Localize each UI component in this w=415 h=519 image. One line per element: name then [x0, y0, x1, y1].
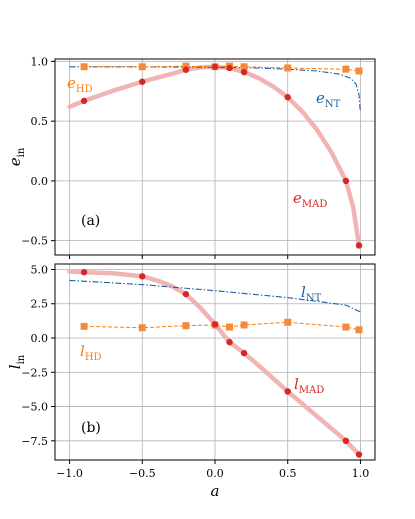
- y-axis-label: ein: [6, 147, 27, 166]
- mad-point: [139, 273, 146, 280]
- y-tick-label: 1.0: [31, 55, 49, 68]
- y-tick-label: −5.0: [21, 401, 48, 414]
- mad-point: [342, 177, 350, 185]
- hd-point: [80, 322, 88, 330]
- y-axis-label: lin: [6, 354, 27, 369]
- mad-point: [139, 78, 146, 85]
- hd-point: [284, 318, 292, 326]
- hd-point: [240, 63, 248, 71]
- mad-point: [182, 66, 190, 73]
- panel-label: (b): [81, 420, 101, 436]
- x-tick-label: −1.0: [56, 467, 83, 480]
- hd-point: [240, 321, 248, 329]
- mad-point: [211, 63, 219, 70]
- nt-label: eNT: [316, 89, 341, 110]
- panel-b: −7.5 −5.0 −2.5 0.0 2.5 5.0 −1.0 −0.5 0.0 0.5 1.0 li…: [6, 263, 376, 500]
- nt-curve: [69, 279, 361, 313]
- hd-point: [342, 65, 350, 73]
- x-tick-label: 0.0: [206, 467, 224, 480]
- nt-curve: [69, 66, 361, 111]
- mad-point: [211, 321, 219, 328]
- y-tick-label: 5.0: [31, 263, 49, 276]
- mad-point: [182, 290, 190, 298]
- hd-point: [182, 322, 190, 330]
- mad-point: [240, 349, 248, 357]
- mad-point: [226, 338, 233, 346]
- nt-label: lNT: [301, 283, 322, 304]
- mad-point: [80, 269, 88, 276]
- hd-point: [342, 323, 350, 331]
- mad-label: lMAD: [294, 375, 324, 396]
- y-tick-label: −7.5: [21, 435, 48, 448]
- hd-point: [80, 63, 88, 71]
- mad-point: [355, 451, 363, 458]
- panel-a: −0.5 0.0 0.5 1.0 ein (a) eHD eNT eMAD: [6, 55, 376, 259]
- hd-point: [226, 323, 234, 331]
- mad-point: [240, 68, 248, 76]
- hd-point: [355, 67, 363, 75]
- mad-point: [80, 97, 88, 105]
- x-axis-label: a: [211, 482, 220, 500]
- mad-point: [284, 388, 291, 395]
- x-tick-label: −0.5: [129, 467, 156, 480]
- y-tick-label: 0.5: [31, 115, 49, 128]
- panel-label: (a): [81, 213, 100, 229]
- y-tick-label: −0.5: [21, 235, 48, 248]
- mad-point: [342, 437, 350, 445]
- mad-point: [226, 64, 233, 72]
- mad-point: [284, 94, 291, 101]
- hd-point: [138, 63, 146, 71]
- y-tick-label: 2.5: [31, 298, 49, 311]
- hd-point: [355, 326, 363, 334]
- hd-point: [284, 64, 292, 72]
- x-tick-label: 0.5: [279, 467, 297, 480]
- hd-point: [138, 324, 146, 332]
- mad-point: [355, 242, 363, 249]
- hd-label: eHD: [67, 74, 93, 95]
- y-tick-label: 0.0: [31, 175, 49, 188]
- hd-point: [182, 62, 190, 70]
- hd-label: lHD: [80, 342, 102, 363]
- mad-label: eMAD: [293, 189, 327, 210]
- hd-curve: [84, 321, 360, 331]
- y-tick-label: −2.5: [21, 366, 48, 379]
- x-tick-label: 1.0: [352, 467, 370, 480]
- y-tick-label: 0.0: [31, 332, 49, 345]
